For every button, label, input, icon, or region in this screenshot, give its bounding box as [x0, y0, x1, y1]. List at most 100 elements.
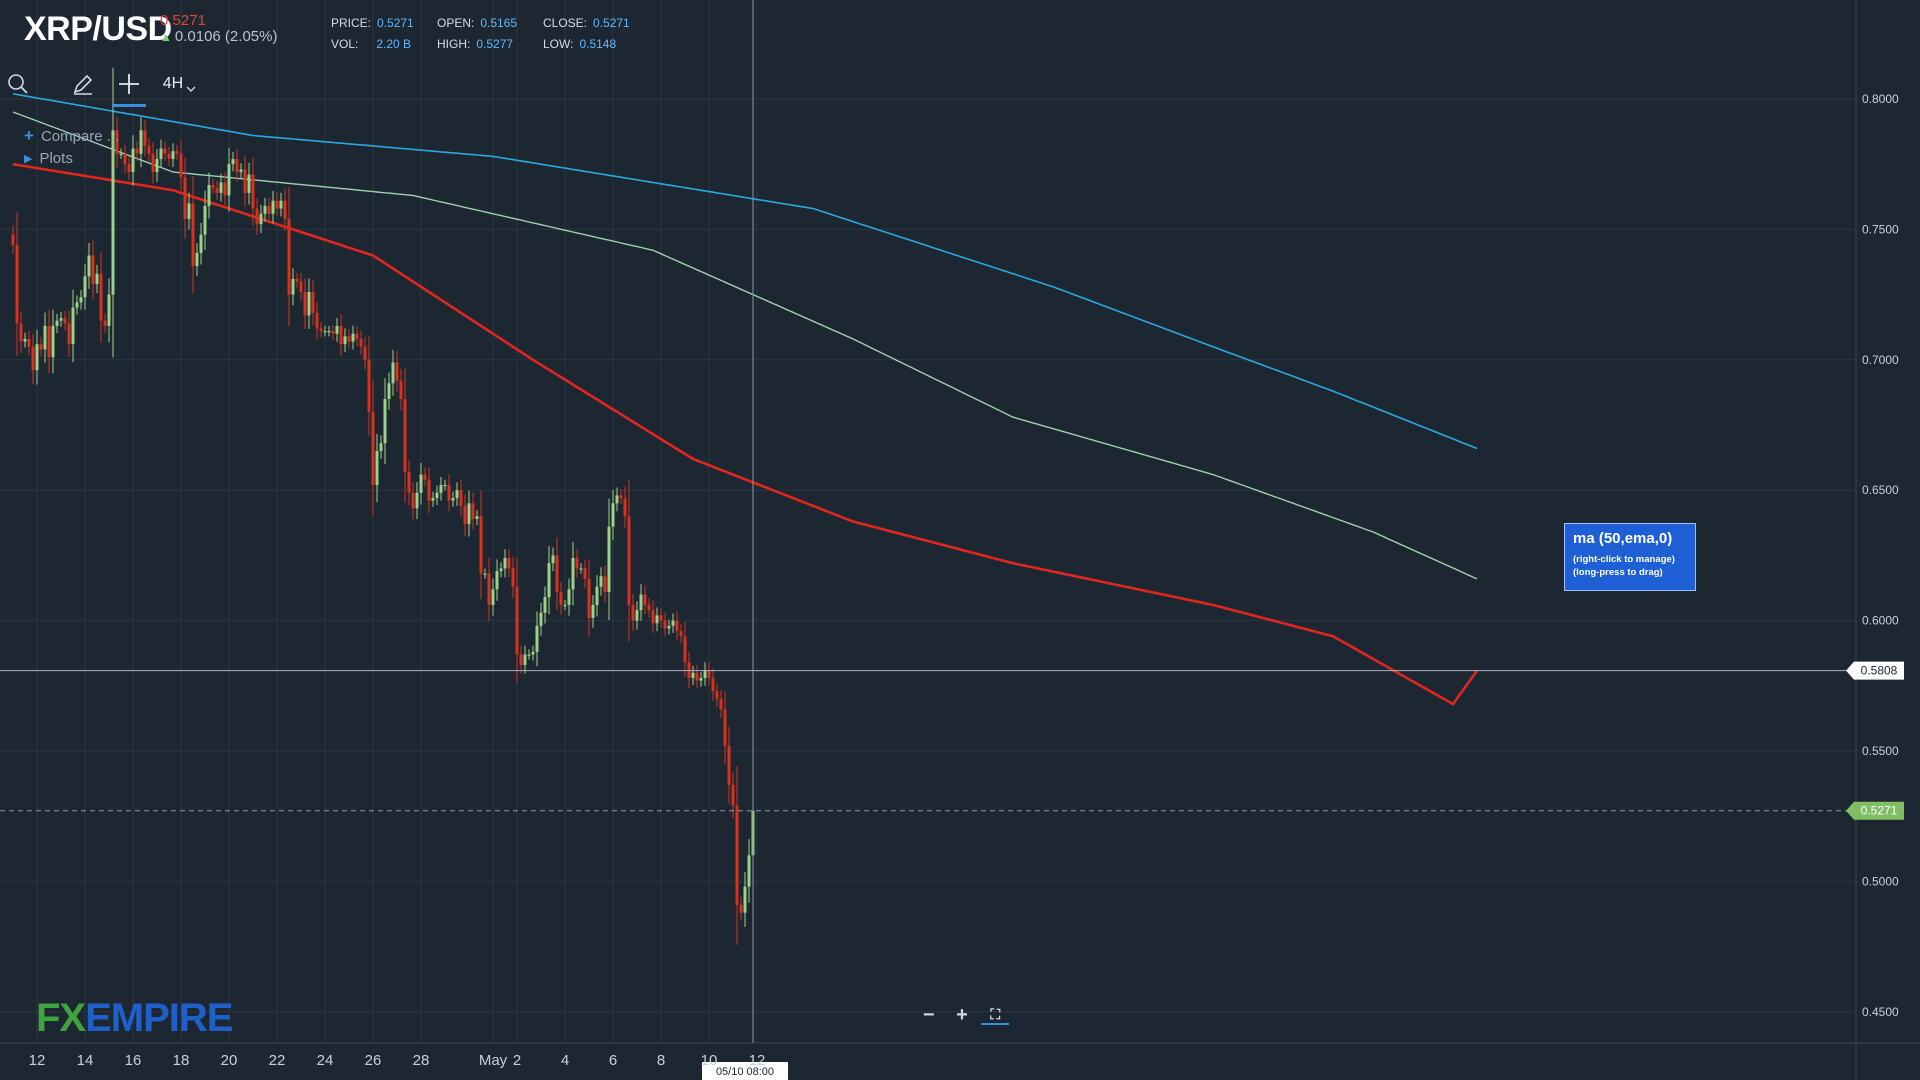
x-tick-label: 6 [609, 1052, 617, 1069]
y-axis[interactable]: 0.8000 0.7500 0.7000 0.6500 0.6000 0.5500 0.50… [1862, 92, 1899, 1019]
candle-up [655, 615, 659, 624]
indicator-tooltip[interactable]: ma (50,ema,0) (right-click to manage) (l… [1564, 523, 1696, 591]
x-tick-label: 8 [657, 1052, 665, 1069]
candle-down [255, 208, 259, 225]
candle-up [415, 492, 419, 509]
candle-down [519, 654, 523, 665]
candle-up [475, 516, 479, 519]
ema50-level-label: 0.5808 [1861, 664, 1898, 678]
candle-down [683, 636, 687, 663]
zoom-out-button[interactable]: − [922, 1003, 935, 1026]
stat-high: HIGH: 0.5277 [437, 37, 514, 51]
x-tick-label: 20 [221, 1052, 238, 1069]
candle-down [627, 516, 631, 605]
x-tick-label: 28 [413, 1052, 430, 1069]
candle-up [239, 169, 243, 173]
search-icon [8, 74, 28, 94]
candle-down [511, 568, 515, 587]
candle-down [707, 670, 711, 678]
candle-down [427, 479, 431, 501]
candle-up [159, 148, 163, 159]
candle-up [435, 492, 439, 499]
candle-up [703, 670, 707, 678]
candle-up [247, 174, 251, 193]
candle-down [123, 153, 127, 165]
candle-up [323, 331, 327, 333]
moving-average-lines [12, 93, 1479, 706]
candle-up [219, 182, 223, 193]
candle-up [639, 594, 643, 611]
candle-up [391, 362, 395, 384]
fxempire-logo: FXEMPIRE [36, 996, 233, 1040]
crosshair-icon [119, 74, 139, 94]
price-change: ▲ 0.0106 (2.05%) [160, 28, 277, 45]
plus-icon: + [24, 126, 34, 145]
compare-label: Compare ... [40, 127, 120, 145]
y-tick-label: 0.5000 [1862, 874, 1899, 888]
plots-link[interactable]: ▶ Plots [24, 150, 73, 167]
candle-up [111, 130, 115, 295]
candle-down [251, 174, 255, 209]
candle-down [63, 318, 67, 324]
candle-up [59, 318, 63, 321]
candle-down [39, 344, 43, 350]
candle-down [515, 586, 519, 655]
candle-down [315, 312, 319, 329]
crosshair-button[interactable] [112, 64, 146, 107]
draw-button[interactable] [68, 64, 98, 104]
candle-up [43, 325, 47, 350]
candle-down [555, 555, 559, 592]
zoom-in-button[interactable]: + [956, 1003, 968, 1026]
candle-up [699, 677, 703, 681]
x-tick-label: 12 [749, 1052, 766, 1069]
candle-down [91, 255, 95, 285]
candle-up [483, 573, 487, 575]
stat-price: PRICE: 0.5271 [331, 16, 414, 30]
candle-down [319, 328, 323, 332]
candle-down [631, 604, 635, 621]
candle-up [491, 589, 495, 605]
candle-up [199, 234, 203, 253]
timeframe-selector[interactable]: 4H [158, 64, 202, 104]
up-arrow-icon: ▲ [160, 30, 172, 44]
candle-up [379, 443, 383, 452]
candle-up [743, 886, 747, 913]
candle-down [27, 338, 31, 347]
candle-up [195, 252, 199, 266]
stat-close: CLOSE: 0.5271 [543, 16, 630, 30]
x-tick-label: 16 [125, 1052, 142, 1069]
x-tick-label: 22 [269, 1052, 286, 1069]
x-tick-label: 2 [513, 1052, 521, 1069]
zoom-controls: − + ⛶ [912, 1002, 1012, 1028]
candle-down [603, 576, 607, 592]
candle-down [459, 490, 463, 506]
candle-up [595, 586, 599, 605]
candle-up [51, 325, 55, 358]
y-tick-label: 0.7000 [1862, 353, 1899, 367]
candle-down [403, 398, 407, 472]
x-tick-label: 24 [317, 1052, 334, 1069]
candle-down [67, 323, 71, 345]
candle-up [635, 610, 639, 621]
y-tick-label: 0.4500 [1862, 1005, 1899, 1019]
candle-up [443, 484, 447, 487]
x-axis[interactable]: 12 14 16 18 20 22 24 26 28 May 2 4 6 8 10 12 [29, 1052, 766, 1069]
compare-link[interactable]: + Compare ... [24, 126, 119, 146]
stat-volume: VOL: 2.20 B [331, 37, 412, 51]
y-tick-label: 0.8000 [1862, 92, 1899, 106]
fit-screen-button[interactable]: ⛶ [981, 1006, 1010, 1025]
candle-down [411, 492, 415, 509]
candle-down [243, 169, 247, 193]
candle-down [371, 411, 375, 485]
timeframe-label: 4H [162, 75, 184, 92]
x-tick-label: May [479, 1052, 508, 1069]
price-change-value: 0.0106 (2.05%) [174, 28, 278, 45]
candle-down [643, 594, 647, 605]
candle-down [623, 498, 627, 517]
candle-down [167, 153, 171, 159]
search-button[interactable] [4, 64, 32, 104]
candlesticks [11, 67, 755, 945]
candle-down [587, 578, 591, 618]
